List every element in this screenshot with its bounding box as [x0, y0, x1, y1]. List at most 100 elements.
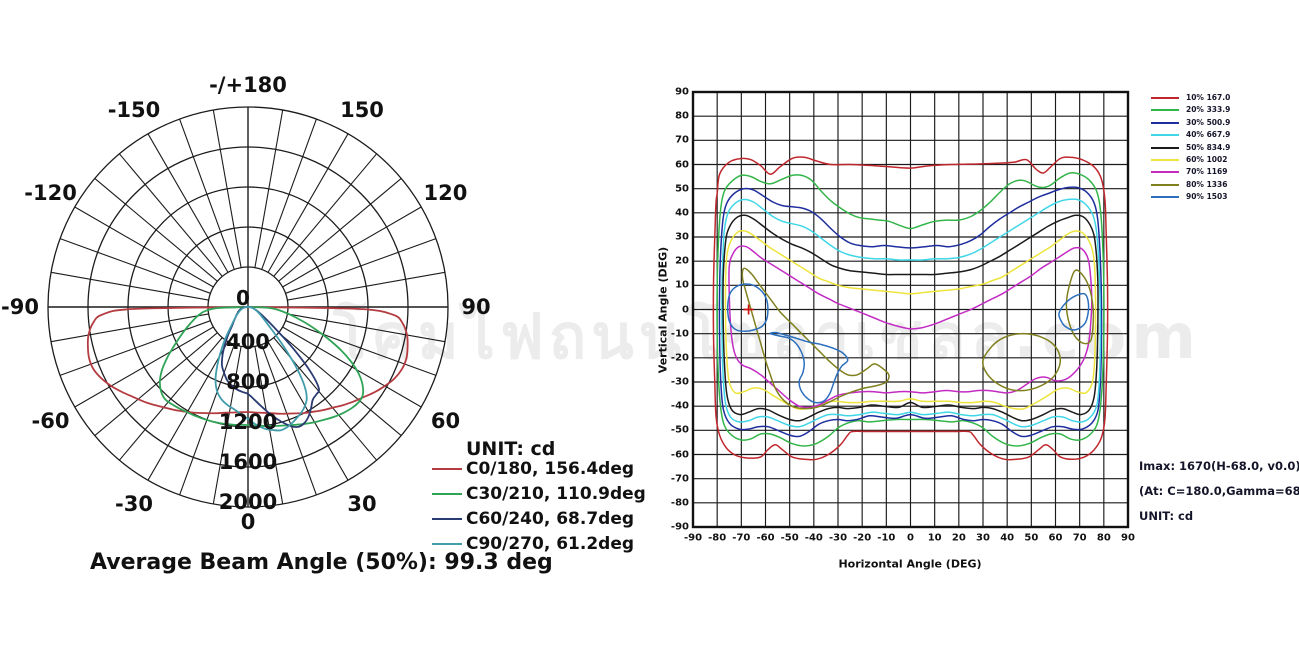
- iso-y-tick--20: -20: [670, 352, 689, 364]
- polar-grid: [47, 106, 449, 508]
- iso-x-tick--50: -50: [780, 532, 799, 544]
- polar-angle-label-90: 90: [461, 295, 491, 319]
- iso-x-tick-0: 0: [907, 532, 914, 544]
- iso-legend-swatch-40%: [1151, 134, 1179, 137]
- iso-x-axis-title: Horizontal Angle (DEG): [838, 557, 982, 571]
- iso-info-line-2: (At: C=180.0,Gamma=68.0): [1139, 484, 1299, 498]
- iso-contour-20%: [716, 172, 1105, 447]
- iso-y-tick--50: -50: [670, 424, 689, 436]
- polar-legend-label-C60-240: C60/240, 68.7deg: [466, 509, 635, 529]
- iso-legend-label-50%: 50% 834.9: [1186, 142, 1231, 152]
- imax-marker: [743, 304, 754, 315]
- polar-curve-C0-180: [86, 306, 409, 415]
- iso-x-tick--90: -90: [683, 532, 703, 544]
- polar-legend-label-C30-210: C30/210, 110.9deg: [466, 484, 646, 504]
- polar-unit-title: UNIT: cd: [466, 438, 556, 460]
- polar-angle-label--150: -150: [107, 97, 161, 122]
- iso-x-tick-50: 50: [1024, 532, 1039, 544]
- watermark: โคมไฟถนนโซลาเซลล.com: [333, 300, 1201, 373]
- iso-legend-label-20%: 20% 333.9: [1186, 105, 1231, 115]
- iso-grid: [691, 90, 1130, 529]
- iso-legend-swatch-20%: [1151, 109, 1179, 112]
- iso-legend-swatch-90%: [1151, 196, 1179, 199]
- polar-angle-label-0: 0: [240, 510, 256, 534]
- iso-y-tick--90: -90: [670, 521, 689, 533]
- iso-y-tick--70: -70: [670, 473, 689, 485]
- iso-y-tick--40: -40: [670, 400, 689, 412]
- polar-legend-swatch-C60-240: [432, 518, 462, 520]
- iso-legend-swatch-50%: [1151, 146, 1179, 149]
- iso-y-tick-40: 40: [675, 207, 689, 219]
- iso-legend-label-10%: 10% 167.0: [1186, 93, 1231, 102]
- iso-y-tick-80: 80: [675, 110, 689, 122]
- polar-angle-label-120: 120: [423, 181, 468, 205]
- iso-x-tick--70: -70: [732, 532, 751, 544]
- polar-radial-label-1200: 1200: [218, 410, 278, 434]
- polar-radial-label-1600: 1600: [218, 450, 278, 474]
- iso-x-tick--40: -40: [804, 532, 823, 544]
- polar-curve-C90-270: [214, 306, 308, 432]
- iso-contour-30%: [718, 186, 1103, 438]
- polar-angle-label--60: -60: [31, 409, 70, 433]
- polar-center-label: 0: [236, 286, 250, 310]
- iso-contour-50%: [722, 214, 1099, 422]
- iso-y-tick-0: 0: [682, 304, 689, 315]
- iso-contour-90%-1: [769, 331, 849, 404]
- polar-angle-label-150: 150: [340, 97, 384, 122]
- iso-contour-90%: [726, 283, 769, 333]
- iso-legend-label-30%: 30% 500.9: [1186, 117, 1231, 127]
- iso-contours: [712, 156, 1109, 461]
- iso-contour-70%: [728, 245, 1093, 409]
- polar-radial-label-2000: 2000: [218, 490, 278, 514]
- polar-legend-swatch-C30-210: [432, 493, 462, 495]
- iso-legend-label-40%: 40% 667.9: [1186, 130, 1231, 140]
- polar-legend-label-C90-270: C90/270, 61.2deg: [466, 534, 635, 554]
- iso-legend-label-60%: 60% 1002: [1186, 155, 1228, 164]
- iso-legend-swatch-80%: [1151, 183, 1179, 186]
- iso-contour-80%: [741, 267, 890, 410]
- polar-angle-label-30: 30: [347, 492, 377, 517]
- iso-x-tick-80: 80: [1096, 532, 1111, 544]
- iso-y-tick--60: -60: [670, 449, 689, 460]
- polar-angle-label--90: -90: [1, 295, 39, 319]
- iso-x-tick-30: 30: [976, 532, 990, 544]
- iso-contour-10%: [712, 156, 1109, 461]
- polar-legend-swatch-C90-270: [432, 543, 462, 545]
- iso-x-tick--20: -20: [853, 532, 872, 544]
- iso-y-tick-60: 60: [675, 159, 689, 170]
- iso-x-tick--30: -30: [828, 532, 848, 544]
- iso-legend-label-70%: 70% 1169: [1186, 167, 1228, 177]
- polar-curves: [86, 306, 409, 432]
- iso-x-tick-40: 40: [1000, 532, 1015, 544]
- beam-angle-caption: Average Beam Angle (50%): 99.3 deg: [90, 550, 553, 575]
- iso-y-tick-10: 10: [675, 279, 689, 291]
- polar-angle-label--/+180: -/+180: [209, 73, 287, 97]
- iso-contour-90%-2: [1058, 292, 1090, 331]
- polar-legend-label-C0-180: C0/180, 156.4deg: [466, 459, 635, 479]
- iso-x-tick-90: 90: [1121, 532, 1135, 544]
- iso-legend-label-80%: 80% 1336: [1186, 179, 1228, 189]
- iso-contour-40%: [721, 198, 1102, 428]
- iso-legend-label-90%: 90% 1503: [1186, 192, 1228, 202]
- iso-legend-swatch-60%: [1151, 159, 1179, 161]
- iso-info-line-3: UNIT: cd: [1139, 509, 1194, 523]
- iso-y-tick--10: -10: [670, 328, 689, 340]
- iso-y-tick--80: -80: [670, 497, 689, 509]
- iso-legend-swatch-10%: [1151, 97, 1179, 99]
- iso-info-line-1: Imax: 1670(H-68.0, v0.0): [1139, 459, 1299, 473]
- polar-curve-C30-210: [158, 306, 365, 428]
- iso-x-tick-60: 60: [1048, 532, 1063, 544]
- polar-radial-label-800: 800: [226, 370, 270, 394]
- iso-legend-swatch-30%: [1151, 121, 1179, 124]
- iso-y-tick-50: 50: [675, 183, 689, 195]
- iso-y-tick-30: 30: [675, 231, 689, 243]
- iso-legend-swatch-70%: [1151, 171, 1179, 174]
- iso-y-tick--30: -30: [670, 376, 689, 388]
- polar-radial-label-400: 400: [226, 330, 270, 354]
- iso-x-tick--10: -10: [877, 532, 896, 544]
- iso-y-tick-70: 70: [675, 134, 689, 146]
- iso-x-tick--60: -60: [756, 532, 775, 544]
- polar-legend-swatch-C0-180: [432, 468, 462, 470]
